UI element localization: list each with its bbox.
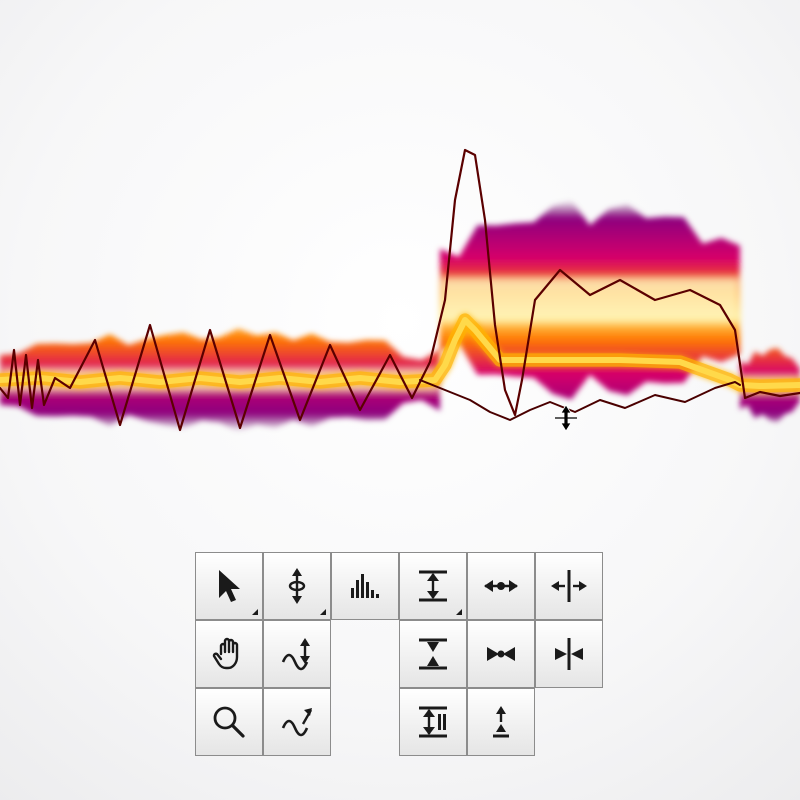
waveform-core-line <box>0 320 800 386</box>
stretch-horizontal-tool[interactable] <box>467 552 535 620</box>
dropdown-caret-icon <box>252 609 258 615</box>
zoom-tool-icon <box>207 700 251 744</box>
stretch-horizontal-tool-icon <box>479 564 523 608</box>
toolbar-spacer <box>331 620 399 688</box>
wave-vertical-tool[interactable] <box>263 620 331 688</box>
stretch-vertical-bounds-tool-icon <box>411 564 455 608</box>
amplitude-bars-tool[interactable] <box>331 552 399 620</box>
amplitude-bars-tool-icon <box>343 564 387 608</box>
hand-tool-icon <box>207 632 251 676</box>
vertical-grab-tool-icon <box>275 564 319 608</box>
tools-palette <box>195 552 603 756</box>
expand-horizontal-split-tool[interactable] <box>535 552 603 620</box>
spectral-heat-band <box>0 200 800 431</box>
split-vertical-tool[interactable] <box>467 688 535 756</box>
zoom-tool[interactable] <box>195 688 263 756</box>
app-canvas <box>0 0 800 800</box>
collapse-horizontal-split-tool[interactable] <box>535 620 603 688</box>
expand-horizontal-split-tool-icon <box>547 564 591 608</box>
compress-vertical-bounds-tool[interactable] <box>399 620 467 688</box>
toolbar-spacer <box>331 688 399 756</box>
hand-tool[interactable] <box>195 620 263 688</box>
vertical-resize-cursor-icon <box>552 404 580 432</box>
split-vertical-tool-icon <box>479 700 523 744</box>
stretch-vertical-hold-tool[interactable] <box>399 688 467 756</box>
toolbar-spacer <box>535 688 603 756</box>
wave-skew-tool[interactable] <box>263 688 331 756</box>
compress-horizontal-tool[interactable] <box>467 620 535 688</box>
compress-horizontal-tool-icon <box>479 632 523 676</box>
collapse-horizontal-split-tool-icon <box>547 632 591 676</box>
pointer-tool[interactable] <box>195 552 263 620</box>
waveform-outline <box>0 150 800 430</box>
dropdown-caret-icon <box>456 609 462 615</box>
pointer-tool-icon <box>207 564 251 608</box>
wave-skew-tool-icon <box>275 700 319 744</box>
dropdown-caret-icon <box>320 609 326 615</box>
waveform-core-glow <box>0 320 800 386</box>
waveform-display <box>0 130 800 510</box>
stretch-vertical-bounds-tool[interactable] <box>399 552 467 620</box>
compress-vertical-bounds-tool-icon <box>411 632 455 676</box>
stretch-vertical-hold-tool-icon <box>411 700 455 744</box>
waveform-outline-lower <box>420 380 740 420</box>
vertical-grab-tool[interactable] <box>263 552 331 620</box>
wave-vertical-tool-icon <box>275 632 319 676</box>
